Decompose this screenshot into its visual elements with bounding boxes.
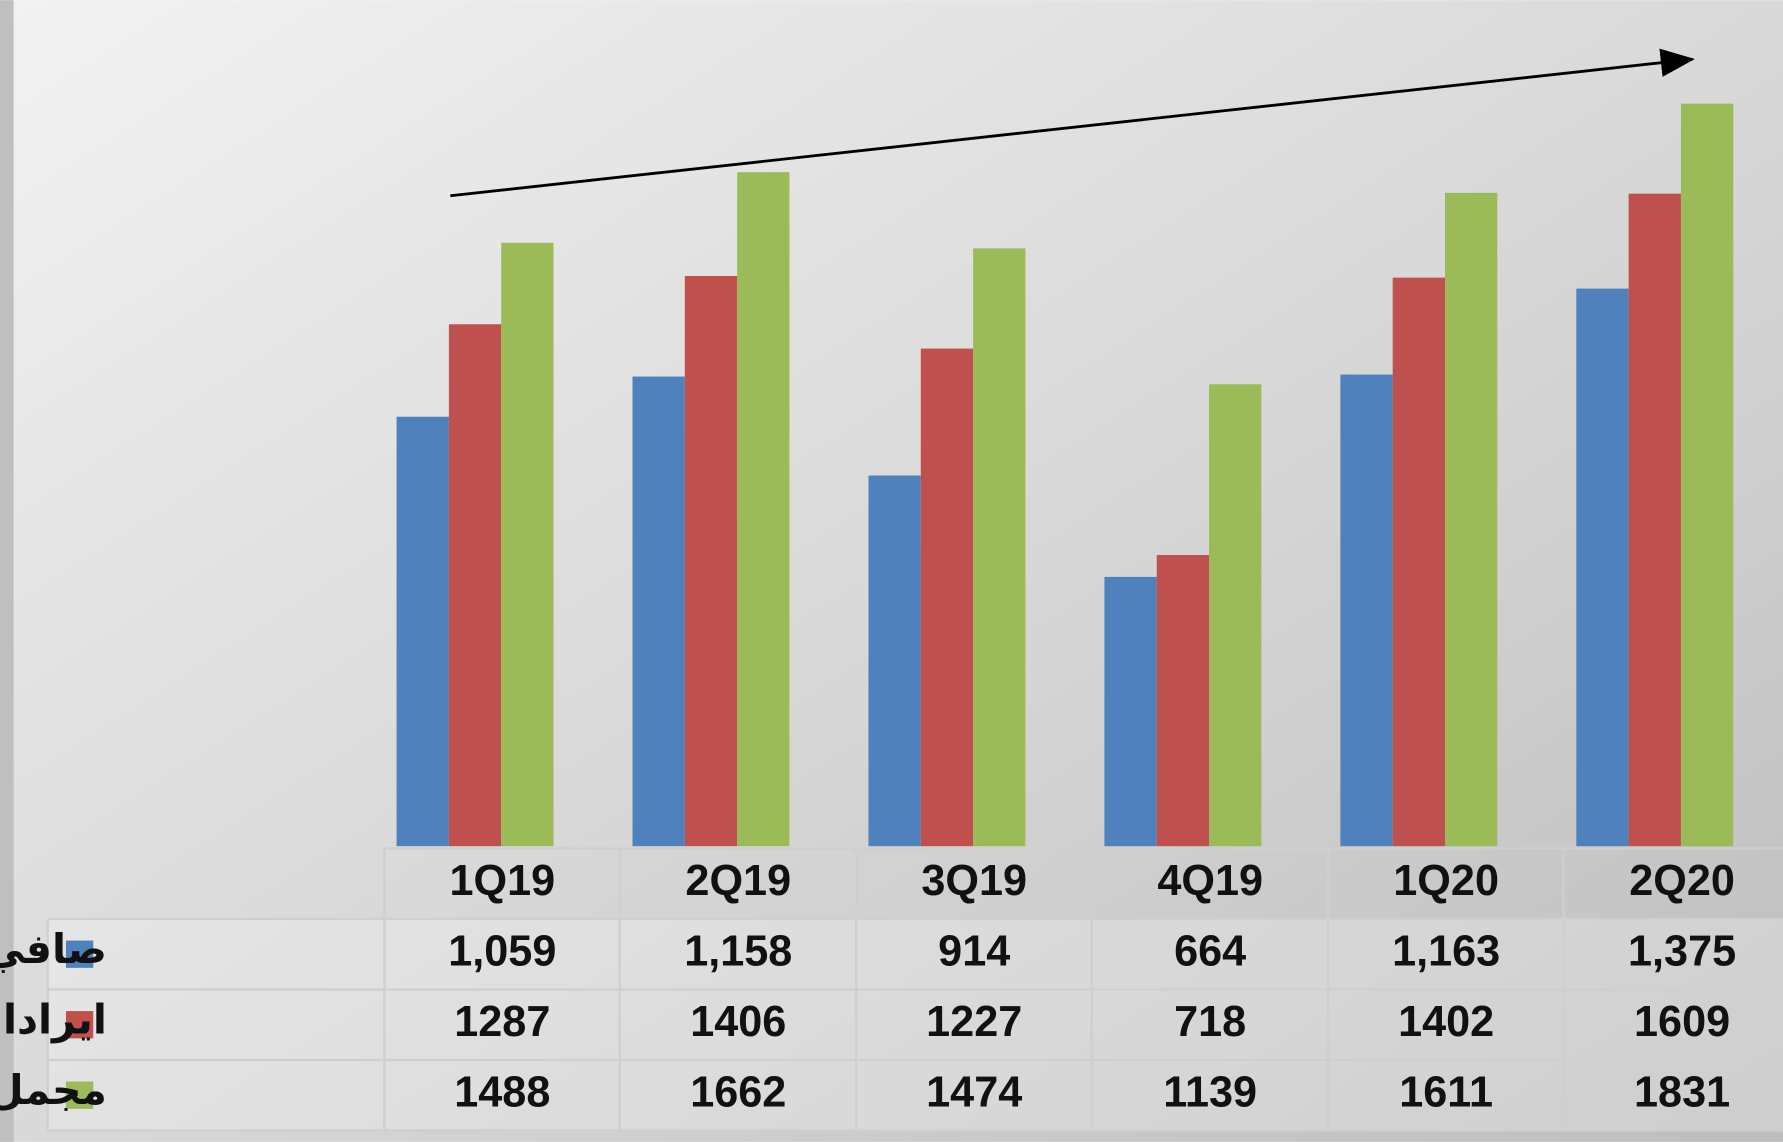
bar (1629, 194, 1681, 847)
table-cell: 664 (1174, 928, 1246, 976)
table-cell: 1611 (1399, 1069, 1493, 1117)
table-body (48, 919, 1783, 1131)
table-cell: 1,059 (448, 928, 556, 976)
bar (501, 243, 553, 846)
table-cell: 1474 (926, 1069, 1022, 1117)
table-cell: 1609 (1634, 998, 1730, 1046)
bar (1104, 577, 1156, 846)
x-tick-label: 4Q19 (1157, 857, 1263, 905)
bar (921, 349, 973, 847)
table-cell: 914 (938, 928, 1010, 976)
x-tick-label: 1Q19 (449, 857, 555, 905)
bar (1209, 384, 1261, 846)
x-tick-label: 2Q19 (685, 857, 791, 905)
bar (1445, 193, 1497, 846)
table-cell: 1139 (1163, 1069, 1257, 1117)
table-cell: 1287 (454, 998, 550, 1046)
x-tick-label: 3Q19 (921, 857, 1027, 905)
page: {"chart_data": {"type": "bar", "categori… (0, 0, 1783, 1142)
table-cell: 1488 (454, 1069, 550, 1117)
bar (1576, 289, 1628, 847)
bar (397, 417, 449, 846)
bar (868, 476, 920, 847)
bar (633, 377, 685, 847)
table-cell: 1,375 (1628, 928, 1736, 976)
x-tick-label: 1Q20 (1393, 857, 1499, 905)
table-cell: 1662 (690, 1069, 786, 1117)
chart: 1Q19 1,059 1287 1488 2Q19 1,158 1406 1662 3Q19 91… (0, 0, 1783, 1142)
legend-label: مجمل الربح (0, 1066, 107, 1114)
table-cell: 718 (1174, 998, 1246, 1046)
bar (449, 324, 501, 846)
table-cell: 1,158 (684, 928, 792, 976)
legend-label: صافي ربح (0, 925, 107, 973)
bar (1681, 104, 1733, 847)
bar (685, 276, 737, 846)
bar (973, 248, 1025, 846)
table-cell: 1,163 (1392, 928, 1500, 976)
bar (1393, 278, 1445, 847)
legend-label: ايرادات تشغيلية (0, 995, 107, 1043)
table-cell: 1227 (926, 998, 1022, 1046)
bar (737, 172, 789, 846)
table-cell: 1406 (690, 998, 786, 1046)
x-tick-label: 2Q20 (1629, 857, 1735, 905)
table-cell: 1831 (1634, 1069, 1730, 1117)
table-cell: 1402 (1398, 998, 1494, 1046)
bar (1157, 555, 1209, 846)
bar (1340, 375, 1392, 847)
